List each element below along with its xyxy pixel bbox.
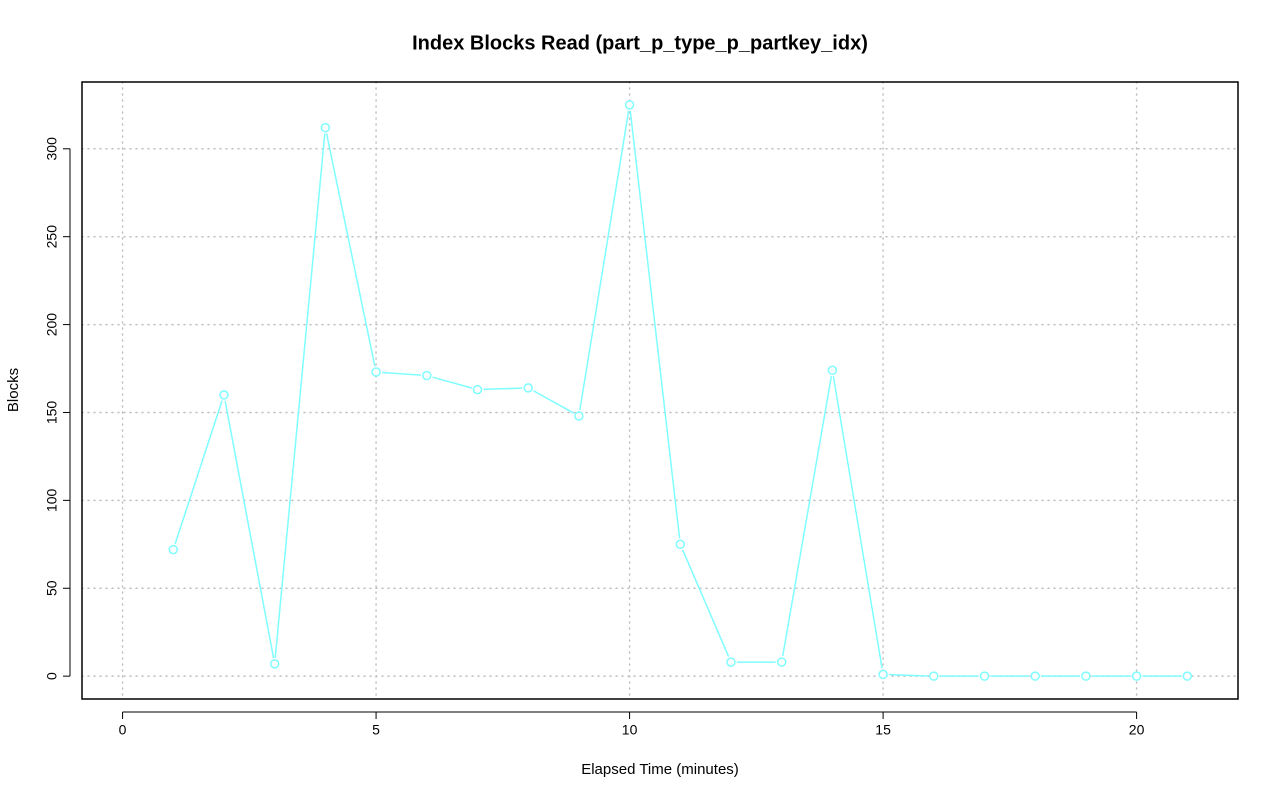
data-point [371, 367, 381, 377]
x-tick-label: 10 [622, 722, 638, 738]
series-line-segment [224, 400, 275, 659]
x-axis-label: Elapsed Time (minutes) [581, 761, 739, 778]
series-line-segment [781, 376, 833, 657]
data-point [1131, 671, 1142, 681]
y-tick-label: 0 [44, 672, 60, 680]
data-point [979, 671, 990, 681]
y-tick-label: 100 [44, 488, 60, 512]
data-point [675, 539, 686, 550]
y-axis-label: Blocks [5, 368, 22, 412]
series-line-segment [533, 390, 574, 414]
series-line-segment [579, 110, 630, 411]
grid-layer [81, 81, 1239, 700]
series-line-segment [832, 376, 883, 669]
series-line-segment [174, 400, 223, 545]
series-line-segment [274, 133, 326, 658]
x-tick-label: 0 [119, 722, 127, 738]
series-line-segment [681, 549, 730, 657]
y-tick-label: 250 [44, 225, 60, 249]
data-point [1081, 671, 1091, 681]
data-point [1030, 671, 1040, 681]
y-tick-label: 150 [44, 401, 60, 425]
x-tick-label: 15 [875, 722, 891, 738]
data-point [472, 384, 483, 395]
series-layer [168, 100, 1193, 681]
y-tick-label: 200 [44, 313, 60, 337]
data-point [624, 100, 635, 110]
data-point [219, 390, 229, 400]
data-point [878, 669, 888, 680]
data-point [523, 383, 533, 393]
series-line-segment [382, 371, 421, 376]
y-tick-label: 50 [44, 580, 60, 596]
data-point [320, 122, 331, 133]
data-point [422, 370, 432, 381]
series-line-segment [629, 110, 681, 539]
data-point [827, 365, 838, 376]
data-point [269, 659, 280, 669]
series-line-segment [325, 133, 376, 367]
y-tick-label: 300 [44, 137, 60, 161]
chart-title: Index Blocks Read (part_p_type_p_partkey… [412, 32, 868, 54]
data-point [726, 657, 736, 667]
plot-area-frame [81, 81, 1239, 700]
data-point [929, 671, 939, 681]
x-tick-label: 20 [1129, 722, 1145, 738]
x-tick-label: 5 [372, 722, 380, 738]
series-line-segment [432, 376, 472, 389]
data-point [1182, 671, 1193, 681]
series-line-segment [889, 673, 928, 677]
data-point [168, 544, 179, 555]
series-line-segment [483, 387, 523, 391]
data-point [776, 657, 787, 667]
data-point [574, 411, 584, 421]
